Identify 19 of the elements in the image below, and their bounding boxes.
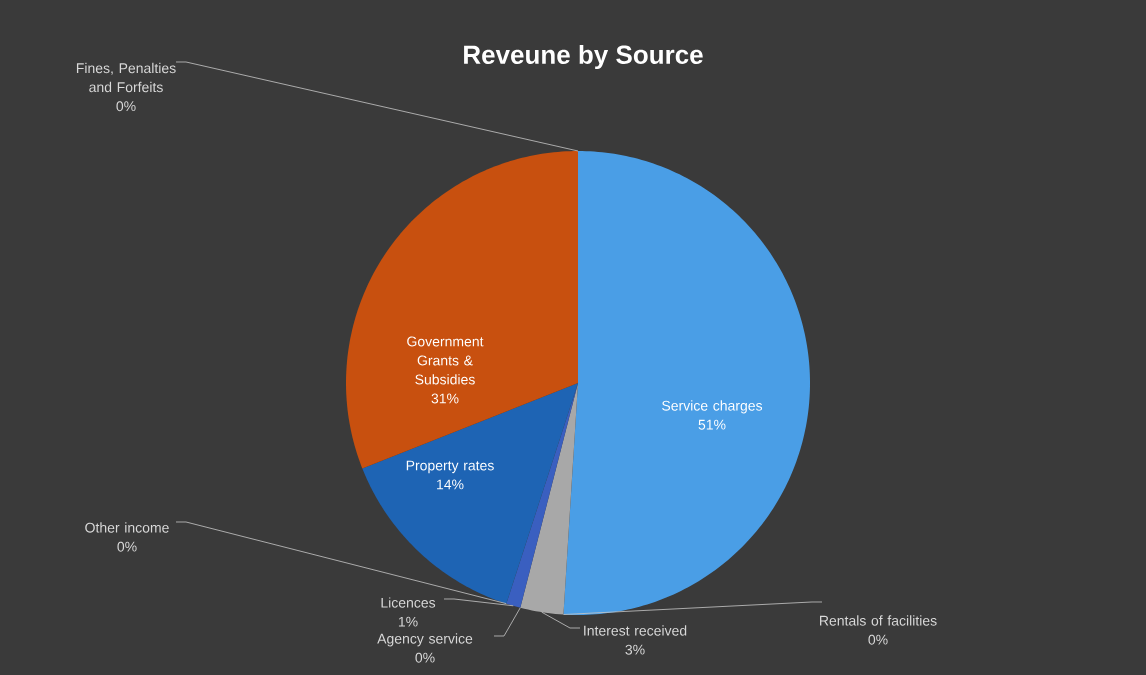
slice-label: Property rates xyxy=(406,460,494,474)
slice-label: Licences xyxy=(381,597,436,608)
data-label: 51% xyxy=(698,419,726,430)
slice-label: Service charges xyxy=(662,400,763,414)
text: 0% xyxy=(117,541,137,552)
category-label: Rentals of facilities xyxy=(820,615,937,626)
data-label: 1% xyxy=(398,616,418,627)
category-label: Agency service xyxy=(377,633,473,647)
chart-title: Reveune by Source xyxy=(464,44,703,70)
data-label: 3% xyxy=(625,644,645,655)
slice-label: Interest received xyxy=(584,625,687,636)
data-label: 31% xyxy=(431,393,459,404)
text: 0% xyxy=(415,652,435,663)
category-label: Fines, Penalties and Forfeits xyxy=(76,62,176,93)
text: 0% xyxy=(868,634,888,645)
text: 0% xyxy=(116,101,136,112)
category-label: Other income xyxy=(85,522,169,533)
data-label: 14% xyxy=(437,479,464,490)
slice-label: Government Grants & Subsidies xyxy=(407,336,484,385)
